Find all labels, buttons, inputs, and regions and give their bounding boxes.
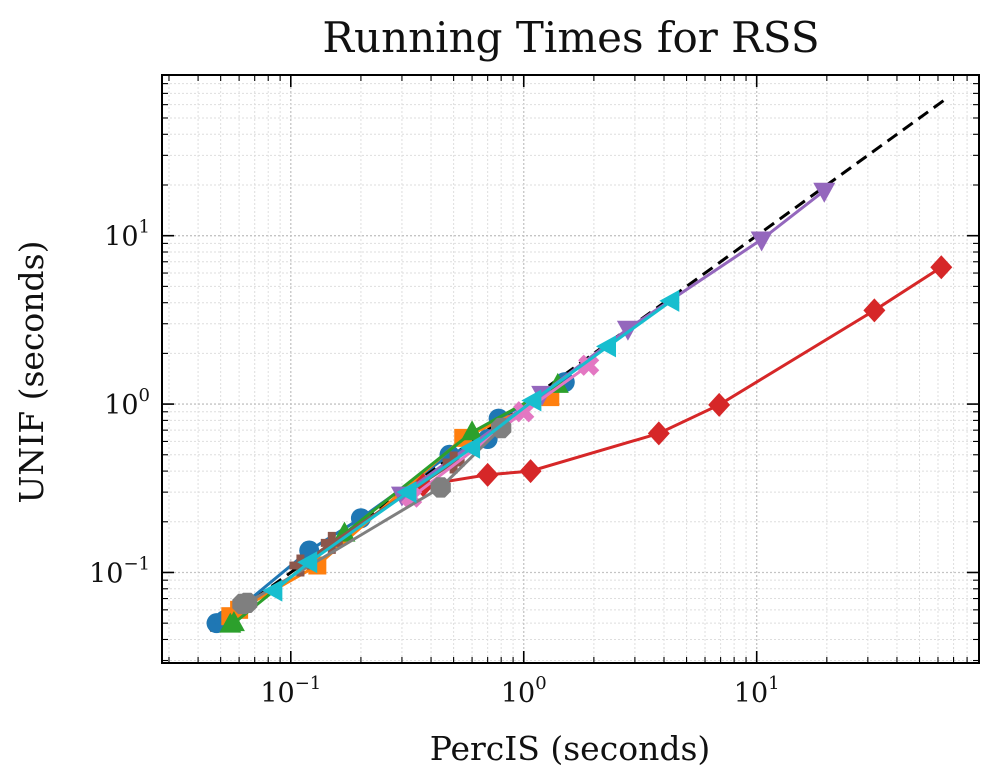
data-point (460, 436, 481, 459)
data-point (659, 289, 680, 312)
x-tick-label: 101 (734, 673, 780, 709)
data-point (297, 551, 318, 574)
data-point (813, 182, 836, 203)
ticks (162, 74, 980, 663)
data-point (476, 462, 499, 487)
series-8 (232, 417, 512, 615)
data-point (519, 459, 542, 484)
data-point (578, 354, 600, 376)
data-point (289, 554, 312, 577)
plot-frame (161, 74, 980, 664)
tick-labels: 10−1 100 101 10−1 100 101 (89, 217, 780, 709)
data-point (863, 298, 886, 323)
chart-title: Running Times for RSS (322, 13, 819, 62)
series-9 (262, 289, 680, 602)
y-axis-label: UNIF (seconds) (12, 241, 51, 504)
data-point (647, 421, 670, 446)
x-tick-label: 10−1 (260, 673, 321, 709)
data-point (521, 389, 542, 412)
x-tick-label: 100 (501, 673, 547, 709)
data-point (320, 531, 343, 554)
data-point (596, 335, 617, 358)
y-tick-label: 100 (104, 385, 150, 421)
series-layer (206, 182, 953, 634)
data-point (262, 579, 283, 602)
data-point (708, 392, 731, 417)
y-tick-label: 101 (104, 217, 150, 253)
data-point (930, 255, 953, 280)
data-point (513, 401, 535, 423)
data-point (396, 481, 417, 504)
series-4 (412, 255, 953, 498)
data-point (750, 231, 773, 252)
data-point (430, 477, 451, 498)
y-tick-label: 10−1 (89, 553, 150, 589)
data-point (461, 420, 484, 441)
data-point (237, 592, 258, 613)
data-point (222, 611, 245, 632)
x-axis-label: PercIS (seconds) (430, 729, 711, 768)
grid (162, 74, 980, 663)
